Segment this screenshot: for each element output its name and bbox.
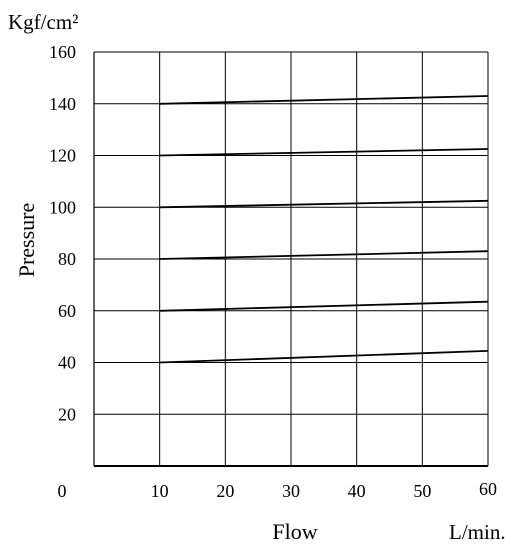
x-axis-unit: L/min. xyxy=(449,520,506,544)
x-tick-label: 50 xyxy=(413,481,431,501)
x-tick-label: 20 xyxy=(216,481,234,501)
series-line-5 xyxy=(159,300,489,312)
series-line-6 xyxy=(159,350,489,364)
tick-labels: 0 10 20 30 40 50 60 20 40 60 80 100 120 140 160 xyxy=(49,42,497,501)
y-tick-label: 20 xyxy=(58,404,76,424)
series-line-2 xyxy=(159,148,489,157)
y-tick-label: 120 xyxy=(49,146,76,166)
grid xyxy=(94,51,489,466)
series-line-4 xyxy=(159,250,489,260)
x-tick-label: 30 xyxy=(282,481,300,501)
y-tick-label: 140 xyxy=(49,94,76,114)
x-tick-label: 60 xyxy=(479,479,497,499)
y-axis-label: Pressure xyxy=(14,203,39,278)
x-tick-label: 0 xyxy=(58,481,67,501)
series-lines xyxy=(159,95,489,364)
y-tick-label: 160 xyxy=(49,42,76,62)
axes xyxy=(93,52,488,467)
y-axis-unit: Kgf/cm² xyxy=(8,10,78,34)
y-tick-label: 40 xyxy=(58,353,76,373)
y-tick-label: 100 xyxy=(49,197,76,217)
series-line-3 xyxy=(159,199,489,209)
x-tick-label: 40 xyxy=(348,481,366,501)
series-line-1 xyxy=(159,95,489,105)
x-tick-label: 10 xyxy=(151,481,169,501)
x-axis-label: Flow xyxy=(272,519,317,544)
y-tick-label: 80 xyxy=(58,249,76,269)
y-tick-label: 60 xyxy=(58,301,76,321)
